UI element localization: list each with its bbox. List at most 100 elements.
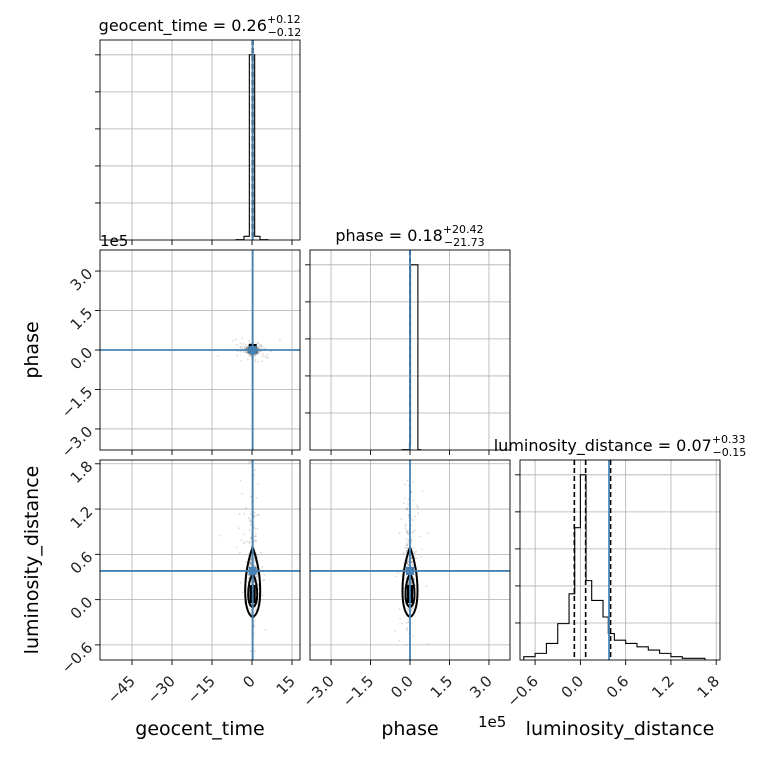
sample-point-geocent_time-vs-luminosity_distance bbox=[248, 542, 251, 544]
xtick-label-phase-3: 1.5 bbox=[427, 672, 457, 702]
sample-point-phase-vs-luminosity_distance bbox=[415, 550, 417, 553]
sample-point-phase-vs-luminosity_distance bbox=[398, 639, 401, 642]
sample-point-geocent_time-vs-phase bbox=[254, 353, 257, 356]
sample-point-geocent_time-vs-luminosity_distance bbox=[249, 519, 251, 522]
sample-point-phase-vs-luminosity_distance bbox=[408, 671, 410, 673]
sample-point-geocent_time-vs-phase bbox=[279, 339, 281, 341]
ytick-label-luminosity_distance-3: 1.2 bbox=[67, 503, 97, 533]
sample-point-geocent_time-vs-luminosity_distance bbox=[242, 542, 245, 545]
sample-point-geocent_time-vs-luminosity_distance bbox=[257, 584, 260, 587]
sample-point-phase-vs-luminosity_distance bbox=[410, 561, 413, 564]
sample-point-geocent_time-vs-phase bbox=[260, 344, 263, 347]
ytick-label-luminosity_distance-0: −0.6 bbox=[58, 639, 96, 677]
sample-point-geocent_time-vs-luminosity_distance bbox=[249, 537, 252, 540]
sample-point-geocent_time-vs-luminosity_distance bbox=[257, 514, 260, 517]
sample-point-geocent_time-vs-phase bbox=[249, 354, 252, 356]
xtick-label-phase-2: 0.0 bbox=[387, 672, 417, 702]
sample-point-phase-vs-luminosity_distance bbox=[413, 529, 416, 532]
sample-point-geocent_time-vs-phase bbox=[261, 360, 264, 362]
xtick-label-luminosity_distance-2: 0.6 bbox=[603, 672, 633, 702]
sample-point-geocent_time-vs-luminosity_distance bbox=[255, 539, 258, 542]
panel-frame-geocent_time-vs-phase bbox=[99, 249, 301, 451]
sample-point-geocent_time-vs-luminosity_distance bbox=[262, 579, 264, 582]
sample-point-phase-vs-luminosity_distance bbox=[413, 552, 416, 555]
sample-point-geocent_time-vs-luminosity_distance bbox=[253, 454, 255, 456]
sample-point-geocent_time-vs-luminosity_distance bbox=[249, 561, 252, 564]
sample-point-phase-vs-luminosity_distance bbox=[421, 548, 423, 550]
sample-point-phase-vs-luminosity_distance bbox=[404, 527, 407, 530]
sample-point-phase-vs-luminosity_distance bbox=[399, 617, 401, 620]
sample-point-geocent_time-vs-phase bbox=[247, 346, 249, 349]
sample-point-geocent_time-vs-phase bbox=[256, 351, 259, 354]
sample-point-geocent_time-vs-luminosity_distance bbox=[263, 573, 266, 576]
sample-point-geocent_time-vs-phase bbox=[266, 353, 269, 356]
sample-point-geocent_time-vs-luminosity_distance bbox=[255, 448, 257, 450]
sample-point-geocent_time-vs-phase bbox=[240, 359, 242, 362]
sample-point-phase-vs-luminosity_distance bbox=[401, 622, 404, 625]
sample-point-phase-vs-luminosity_distance bbox=[418, 535, 421, 538]
sample-point-geocent_time-vs-phase bbox=[245, 347, 248, 350]
sample-point-geocent_time-vs-luminosity_distance bbox=[249, 563, 252, 566]
sample-point-geocent_time-vs-luminosity_distance bbox=[253, 515, 256, 518]
sample-point-phase-vs-luminosity_distance bbox=[406, 562, 409, 565]
sample-point-geocent_time-vs-phase bbox=[259, 345, 262, 347]
sample-point-phase-vs-luminosity_distance bbox=[417, 661, 419, 663]
sample-point-geocent_time-vs-luminosity_distance bbox=[240, 581, 242, 584]
sample-point-phase-vs-luminosity_distance bbox=[405, 538, 408, 541]
sample-point-geocent_time-vs-luminosity_distance bbox=[253, 515, 256, 518]
xtick-label-phase-0: −3.0 bbox=[299, 672, 337, 710]
sample-point-phase-vs-luminosity_distance bbox=[403, 496, 406, 499]
sample-point-geocent_time-vs-phase bbox=[248, 353, 251, 356]
sample-point-geocent_time-vs-luminosity_distance bbox=[239, 479, 242, 482]
sample-point-geocent_time-vs-luminosity_distance bbox=[248, 518, 251, 521]
panel-frame-luminosity_distance bbox=[519, 459, 721, 661]
panel-title-luminosity_distance: luminosity_distance = 0.07+0.33 −0.15 bbox=[494, 433, 747, 459]
truth-marker-geocent_time-vs-luminosity_distance bbox=[248, 566, 257, 575]
sample-point-phase-vs-luminosity_distance bbox=[404, 524, 407, 527]
sample-point-phase-vs-luminosity_distance bbox=[406, 629, 409, 631]
sample-point-phase-vs-luminosity_distance bbox=[427, 532, 430, 534]
sample-point-phase-vs-luminosity_distance bbox=[412, 499, 415, 502]
sample-point-geocent_time-vs-phase bbox=[246, 351, 249, 354]
sample-point-geocent_time-vs-phase bbox=[260, 350, 263, 353]
sample-point-phase-vs-luminosity_distance bbox=[410, 609, 413, 612]
sample-point-phase-vs-luminosity_distance bbox=[405, 622, 408, 624]
sample-point-geocent_time-vs-luminosity_distance bbox=[249, 609, 252, 612]
sample-point-geocent_time-vs-phase bbox=[266, 356, 269, 359]
sample-point-phase-vs-luminosity_distance bbox=[405, 577, 408, 579]
sample-point-phase-vs-luminosity_distance bbox=[415, 439, 417, 441]
sample-point-phase-vs-luminosity_distance bbox=[394, 575, 397, 578]
panel-title-phase: phase = 0.18+20.42 −21.73 bbox=[335, 223, 484, 249]
sample-point-phase-vs-luminosity_distance bbox=[406, 479, 409, 482]
sample-point-geocent_time-vs-phase bbox=[254, 360, 257, 363]
sample-point-geocent_time-vs-luminosity_distance bbox=[219, 534, 222, 537]
sample-point-geocent_time-vs-phase bbox=[235, 338, 237, 341]
sample-point-geocent_time-vs-phase bbox=[247, 347, 249, 350]
sample-point-phase-vs-luminosity_distance bbox=[405, 549, 408, 552]
sample-point-geocent_time-vs-luminosity_distance bbox=[253, 535, 256, 538]
sample-point-phase-vs-luminosity_distance bbox=[412, 605, 415, 608]
sample-point-phase-vs-luminosity_distance bbox=[403, 546, 406, 548]
sample-point-phase-vs-luminosity_distance bbox=[407, 582, 410, 584]
sample-point-geocent_time-vs-phase bbox=[243, 346, 246, 348]
sample-point-phase-vs-luminosity_distance bbox=[406, 543, 409, 546]
sample-point-geocent_time-vs-luminosity_distance bbox=[246, 539, 249, 542]
sample-point-geocent_time-vs-luminosity_distance bbox=[254, 533, 257, 535]
sample-point-phase-vs-luminosity_distance bbox=[405, 531, 408, 534]
sample-point-geocent_time-vs-phase bbox=[264, 347, 267, 350]
sample-point-geocent_time-vs-luminosity_distance bbox=[249, 563, 252, 565]
sample-point-geocent_time-vs-phase bbox=[248, 339, 251, 342]
sample-point-geocent_time-vs-luminosity_distance bbox=[256, 483, 259, 486]
xtick-label-geocent_time-2: −15 bbox=[184, 672, 219, 707]
sample-point-geocent_time-vs-phase bbox=[241, 337, 244, 340]
sample-point-geocent_time-vs-luminosity_distance bbox=[253, 540, 256, 543]
xtick-label-geocent_time-3: 0 bbox=[239, 672, 258, 691]
sample-point-geocent_time-vs-luminosity_distance bbox=[255, 514, 258, 517]
sample-point-phase-vs-luminosity_distance bbox=[407, 621, 410, 624]
sample-point-geocent_time-vs-phase bbox=[243, 351, 246, 353]
sample-point-geocent_time-vs-luminosity_distance bbox=[254, 539, 257, 542]
sample-point-geocent_time-vs-luminosity_distance bbox=[256, 553, 258, 556]
sample-point-geocent_time-vs-phase bbox=[258, 346, 261, 349]
ytick-label-phase-4: 3.0 bbox=[67, 265, 97, 295]
